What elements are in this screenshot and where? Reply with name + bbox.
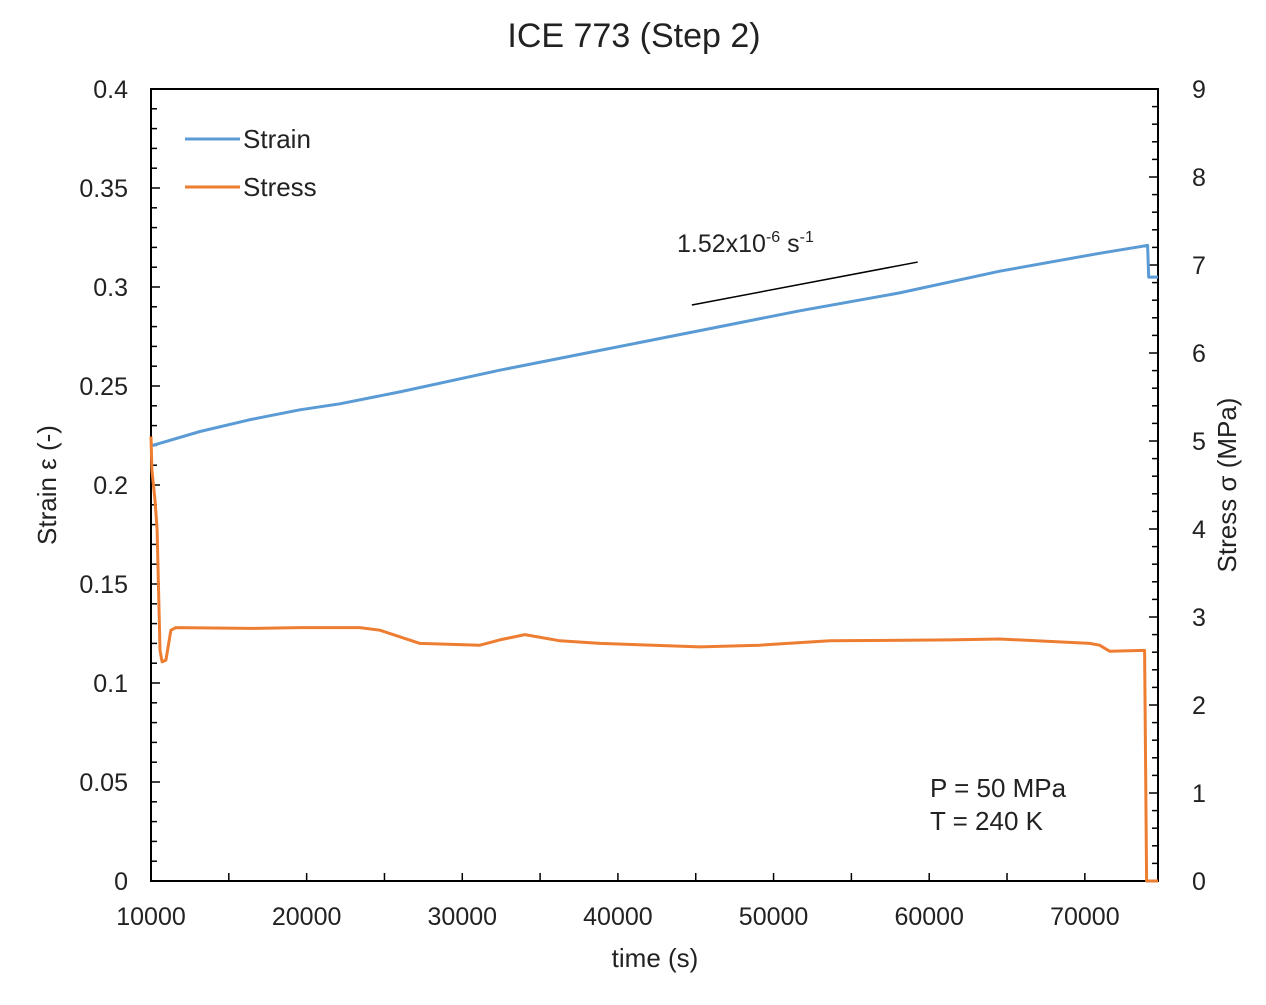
- y-tick-label: 0.4: [93, 76, 128, 104]
- y2-tick-label: 2: [1192, 692, 1206, 720]
- y2-tick-label: 1: [1192, 780, 1206, 808]
- y2-tick-label: 3: [1192, 604, 1206, 632]
- series-line-strain: [152, 243, 1158, 447]
- y-tick-label: 0.3: [93, 274, 128, 302]
- x-tick-label: 70000: [1050, 903, 1120, 931]
- rate-annotation: 1.52x10-6 s-1: [677, 229, 814, 258]
- tick-labels: 10000 20000 30000 40000 50000 60000 70000 0 0.05…: [79, 76, 1206, 931]
- y-tick-label: 0.2: [93, 472, 128, 500]
- y2-tick-label: 0: [1192, 868, 1206, 896]
- chart-title: ICE 773 (Step 2): [507, 17, 760, 55]
- y2-tick-label: 7: [1192, 252, 1206, 280]
- legend: Strain Stress: [185, 124, 317, 202]
- axis-ticks: [150, 88, 1158, 882]
- y-axis-label: Strain ε (-): [32, 425, 62, 545]
- legend-label-strain: Strain: [243, 124, 311, 154]
- x-axis-label: time (s): [612, 943, 699, 973]
- y-tick-label: 0: [114, 868, 128, 896]
- x-tick-label: 60000: [894, 903, 964, 931]
- x-tick-label: 30000: [428, 903, 498, 931]
- x-tick-label: 20000: [272, 903, 342, 931]
- rate-base: 1.52x10: [677, 230, 766, 258]
- condition-pressure: P = 50 MPa: [930, 773, 1067, 803]
- y2-tick-label: 5: [1192, 428, 1206, 456]
- y2-tick-label: 9: [1192, 76, 1206, 104]
- y-tick-label: 0.35: [79, 175, 128, 203]
- series-line-stress: [149, 436, 1158, 883]
- legend-label-stress: Stress: [243, 172, 317, 202]
- series-group: [149, 243, 1158, 883]
- x-tick-label: 10000: [116, 903, 186, 931]
- rate-unit: s: [780, 230, 799, 258]
- y2-tick-label: 6: [1192, 340, 1206, 368]
- y-tick-label: 0.05: [79, 769, 128, 797]
- y2-tick-label: 4: [1192, 516, 1206, 544]
- rate-exp2: -1: [800, 229, 814, 246]
- x-tick-label: 40000: [583, 903, 653, 931]
- y-tick-label: 0.25: [79, 373, 128, 401]
- x-tick-label: 50000: [739, 903, 809, 931]
- plot-area: [150, 88, 1159, 882]
- y2-tick-label: 8: [1192, 164, 1206, 192]
- rate-exp1: -6: [766, 229, 780, 246]
- condition-temperature: T = 240 K: [930, 806, 1044, 836]
- slope-line: [691, 261, 918, 306]
- y-tick-label: 0.1: [93, 670, 128, 698]
- y-tick-label: 0.15: [79, 571, 128, 599]
- y2-axis-label: Stress σ (MPa): [1212, 398, 1242, 573]
